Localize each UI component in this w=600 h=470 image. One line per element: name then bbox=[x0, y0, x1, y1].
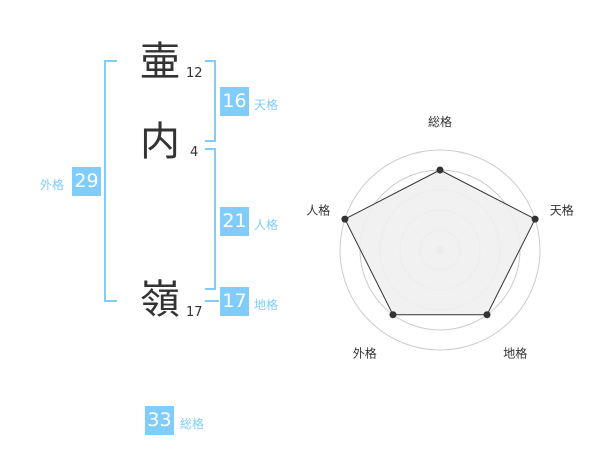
jinkaku-value: 21 bbox=[220, 207, 249, 236]
stroke-count-1: 12 bbox=[186, 66, 203, 81]
stroke-count-3: 17 bbox=[186, 305, 203, 320]
tenkaku-label: 天格 bbox=[254, 98, 279, 112]
radar-area bbox=[344, 169, 536, 316]
tenkaku-value: 16 bbox=[220, 87, 249, 116]
radar-point bbox=[531, 215, 539, 223]
radar-axis-label: 外格 bbox=[353, 346, 377, 361]
jinkaku-label: 人格 bbox=[254, 218, 279, 232]
name-char-3: 嶺 bbox=[140, 277, 180, 323]
gaikaku-value: 29 bbox=[72, 167, 101, 196]
jinkaku-bracket bbox=[205, 148, 216, 290]
name-char-1: 壷 bbox=[140, 39, 180, 85]
soukaku-label: 総格 bbox=[180, 417, 205, 431]
radar-axis-label: 総格 bbox=[428, 114, 452, 129]
tenkaku-bracket bbox=[205, 60, 216, 142]
radar-point bbox=[341, 215, 349, 223]
radar-point bbox=[436, 166, 444, 174]
radar-axis-label: 地格 bbox=[503, 346, 527, 361]
soukaku-value: 33 bbox=[145, 406, 174, 435]
stroke-count-2: 4 bbox=[190, 145, 199, 160]
gaikaku-bracket bbox=[104, 60, 117, 302]
radar-ring bbox=[339, 149, 541, 351]
name-char-2: 内 bbox=[140, 119, 180, 165]
radar-axis-label: 人格 bbox=[306, 202, 330, 217]
chikaku-connector bbox=[205, 300, 219, 302]
gaikaku-label: 外格 bbox=[40, 178, 65, 192]
radar-point bbox=[389, 311, 397, 319]
chikaku-label: 地格 bbox=[254, 298, 279, 312]
chikaku-value: 17 bbox=[220, 287, 249, 316]
radar-axis-label: 天格 bbox=[550, 202, 574, 217]
radar-point bbox=[483, 311, 491, 319]
